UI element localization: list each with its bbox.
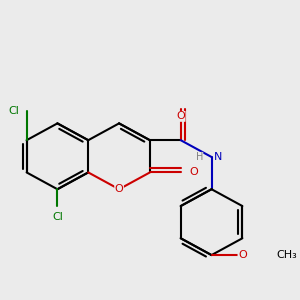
Text: CH₃: CH₃ bbox=[276, 250, 297, 260]
Text: O: O bbox=[115, 184, 123, 194]
Text: H: H bbox=[196, 152, 203, 162]
Text: O: O bbox=[238, 250, 247, 260]
Text: Cl: Cl bbox=[9, 106, 20, 116]
Text: O: O bbox=[189, 167, 198, 177]
Text: N: N bbox=[214, 152, 223, 162]
Text: Cl: Cl bbox=[52, 212, 63, 222]
Text: O: O bbox=[176, 111, 185, 122]
